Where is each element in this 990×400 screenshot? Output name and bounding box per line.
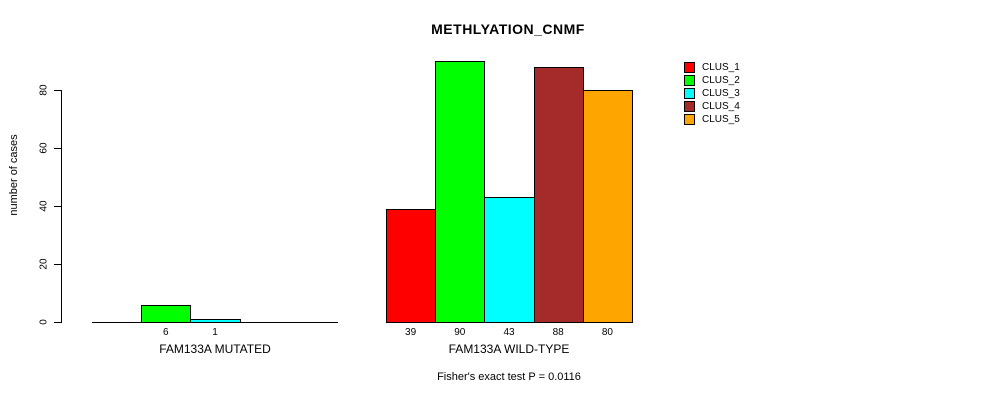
y-axis-tick — [54, 322, 61, 323]
legend-swatch — [684, 62, 695, 73]
legend-item: CLUS_2 — [684, 74, 740, 87]
legend-label: CLUS_1 — [702, 62, 740, 73]
y-axis-tick-label: 0 — [38, 319, 50, 325]
bar-value-label: 80 — [601, 327, 613, 338]
y-axis-tick — [54, 148, 61, 149]
y-axis-label: number of cases — [8, 134, 20, 216]
bar-value-label: 1 — [212, 327, 218, 338]
y-axis-tick — [54, 264, 61, 265]
bar-value-label: 6 — [163, 327, 169, 338]
bar-value-label: 90 — [454, 327, 466, 338]
bar-clus_3 — [190, 319, 241, 323]
fisher-test-annotation: Fisher's exact test P = 0.0116 — [437, 371, 581, 383]
y-axis-tick-label: 60 — [38, 142, 50, 154]
group-label-wildtype: FAM133A WILD-TYPE — [448, 342, 570, 356]
y-axis-tick — [54, 90, 61, 91]
legend-item: CLUS_1 — [684, 61, 740, 74]
bar-value-label: 39 — [405, 327, 417, 338]
group-label-mutated: FAM133A MUTATED — [159, 342, 271, 356]
legend-item: CLUS_5 — [684, 113, 740, 126]
legend-swatch — [684, 114, 695, 125]
legend-item: CLUS_3 — [684, 87, 740, 100]
y-axis-line — [61, 90, 62, 323]
legend-swatch — [684, 88, 695, 99]
bar-value-label: 43 — [503, 327, 515, 338]
legend-label: CLUS_5 — [702, 114, 740, 125]
bar-clus_1 — [386, 209, 436, 323]
legend-item: CLUS_4 — [684, 100, 740, 113]
bar-clus_5 — [583, 90, 633, 323]
legend-label: CLUS_4 — [702, 101, 740, 112]
legend-label: CLUS_3 — [702, 88, 740, 99]
legend: CLUS_1 CLUS_2 CLUS_3 CLUS_4 CLUS_5 — [684, 61, 740, 126]
bar-clus_2 — [435, 61, 485, 323]
bar-clus_2 — [141, 305, 191, 323]
legend-swatch — [684, 101, 695, 112]
bar-clus_4 — [534, 67, 584, 323]
y-axis-tick-label: 20 — [38, 258, 50, 270]
bar-value-label: 88 — [552, 327, 564, 338]
y-axis-tick — [54, 206, 61, 207]
legend-label: CLUS_2 — [702, 75, 740, 86]
y-axis-tick-label: 80 — [38, 84, 50, 96]
chart-title: METHLYATION_CNMF — [431, 21, 585, 37]
y-axis-tick-label: 40 — [38, 200, 50, 212]
bar-clus_3 — [484, 197, 535, 323]
legend-swatch — [684, 75, 695, 86]
